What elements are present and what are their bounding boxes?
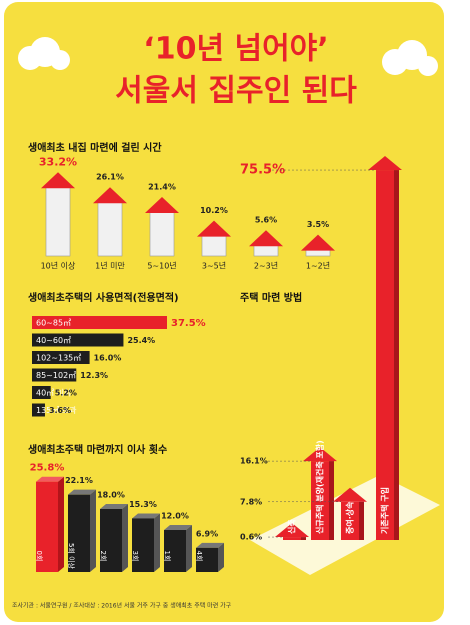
box (164, 530, 186, 572)
box-top (196, 542, 224, 548)
value-label: 3.5% (307, 220, 329, 229)
house-roof (145, 197, 179, 214)
box (132, 518, 154, 572)
house-roof (301, 234, 335, 251)
bar (32, 368, 77, 382)
chart-title: 주택 마련 방법 (240, 291, 302, 304)
value-label: 7.8% (240, 497, 262, 506)
arrow-side (329, 461, 334, 540)
arrow-head (333, 487, 367, 502)
category-label: 1회 (163, 551, 171, 562)
value-label: 18.0% (97, 491, 125, 500)
house-body (201, 234, 227, 257)
bar (32, 351, 90, 364)
arrow-shaft (283, 537, 301, 540)
value-label: 16.0% (94, 354, 122, 363)
bar (32, 333, 124, 347)
clouds (18, 37, 438, 76)
value-label: 5.6% (255, 216, 277, 225)
category-label: 1년 미만 (95, 261, 125, 271)
title-line-1: ‘10년 넘어야’ (143, 32, 328, 67)
box-top (36, 476, 64, 482)
house-body (149, 210, 175, 257)
category-label: 기존주택 구입 (380, 487, 390, 534)
category-label: 증여·상속 (345, 501, 355, 534)
box-side (154, 513, 160, 572)
footer: 조사기관 : 서울연구원 / 조사대상 : 2016년 서울 거주 가구 중 생… (12, 602, 232, 610)
value-label: 16.1% (240, 457, 268, 466)
chart-title: 생애최초주택의 사용면적(전용면적) (28, 291, 179, 304)
value-label: 0.6% (240, 533, 262, 542)
value-label: 6.9% (196, 529, 218, 538)
category-label: 60~85㎡ (36, 319, 71, 328)
bar (32, 403, 45, 417)
category-label: 2~3년 (254, 261, 278, 271)
arrow-side (359, 501, 364, 540)
category-label: 135㎡ 초과 (36, 406, 77, 415)
category-label: 10년 이상 (41, 261, 76, 271)
value-label: 12.0% (161, 512, 189, 521)
value-label: 37.5% (171, 318, 206, 329)
house-body (97, 200, 123, 257)
category-label: 85~102㎡ (36, 371, 76, 380)
box-side (218, 542, 224, 572)
box (196, 547, 218, 572)
box-top (164, 525, 192, 530)
value-label: 5.2% (55, 389, 77, 398)
house-roof (197, 220, 231, 237)
category-label: 4회 (195, 551, 203, 562)
box-top (132, 513, 160, 519)
category-label: 2회 (99, 551, 107, 562)
title-line-2: 서울서 집주인 된다 (115, 74, 357, 109)
value-label: 3.6% (49, 406, 71, 415)
arrow-head (275, 523, 309, 538)
category-label: 40㎡ 이하 (36, 388, 72, 398)
box-side (186, 525, 192, 572)
category-label: 0회 (35, 551, 43, 562)
house-roof (41, 172, 75, 189)
arrow-shaft (341, 501, 359, 540)
category-label: 5~10년 (147, 261, 176, 271)
box-top (100, 504, 128, 509)
box-side (122, 504, 128, 572)
value-label: 25.8% (30, 463, 65, 474)
box-top (68, 489, 96, 495)
value-label: 75.5% (240, 163, 285, 178)
value-label: 21.4% (148, 183, 176, 192)
category-label: 3~5년 (202, 261, 226, 271)
value-label: 33.2% (39, 155, 77, 168)
value-label: 25.4% (127, 336, 155, 345)
house-roof (249, 230, 283, 247)
category-label: 1~2년 (306, 261, 330, 271)
box-side (58, 476, 64, 572)
value-label: 12.3% (80, 371, 108, 380)
arrow-side (301, 537, 306, 540)
house-roof (93, 187, 127, 204)
arrow-shaft (311, 461, 329, 540)
category-label: 102~135㎡ (36, 354, 81, 363)
box-side (90, 489, 96, 572)
box (100, 509, 122, 572)
arrow-shaft (376, 170, 394, 541)
value-label: 22.1% (65, 476, 93, 485)
bar (32, 316, 167, 329)
chart-title: 생애최초주택 마련까지 이사 횟수 (28, 443, 167, 456)
category-label: 5회 이상 (67, 543, 76, 570)
arrow-side (394, 170, 399, 541)
category-label: 3회 (131, 551, 139, 562)
category-label: 40~60㎡ (36, 336, 71, 345)
arrow-head (303, 447, 337, 462)
category-label: 신규주택 분양(재건축 포함) (315, 440, 325, 534)
box (36, 481, 58, 572)
box (68, 494, 90, 572)
value-label: 26.1% (96, 173, 124, 182)
value-label: 15.3% (129, 500, 157, 509)
value-label: 10.2% (200, 206, 228, 215)
category-label: 신축 (287, 519, 297, 534)
chart-title: 생애최초 내집 마련에 걸린 시간 (28, 141, 162, 154)
house-body (45, 185, 71, 257)
bar (32, 386, 51, 399)
arrow-head (368, 156, 402, 171)
